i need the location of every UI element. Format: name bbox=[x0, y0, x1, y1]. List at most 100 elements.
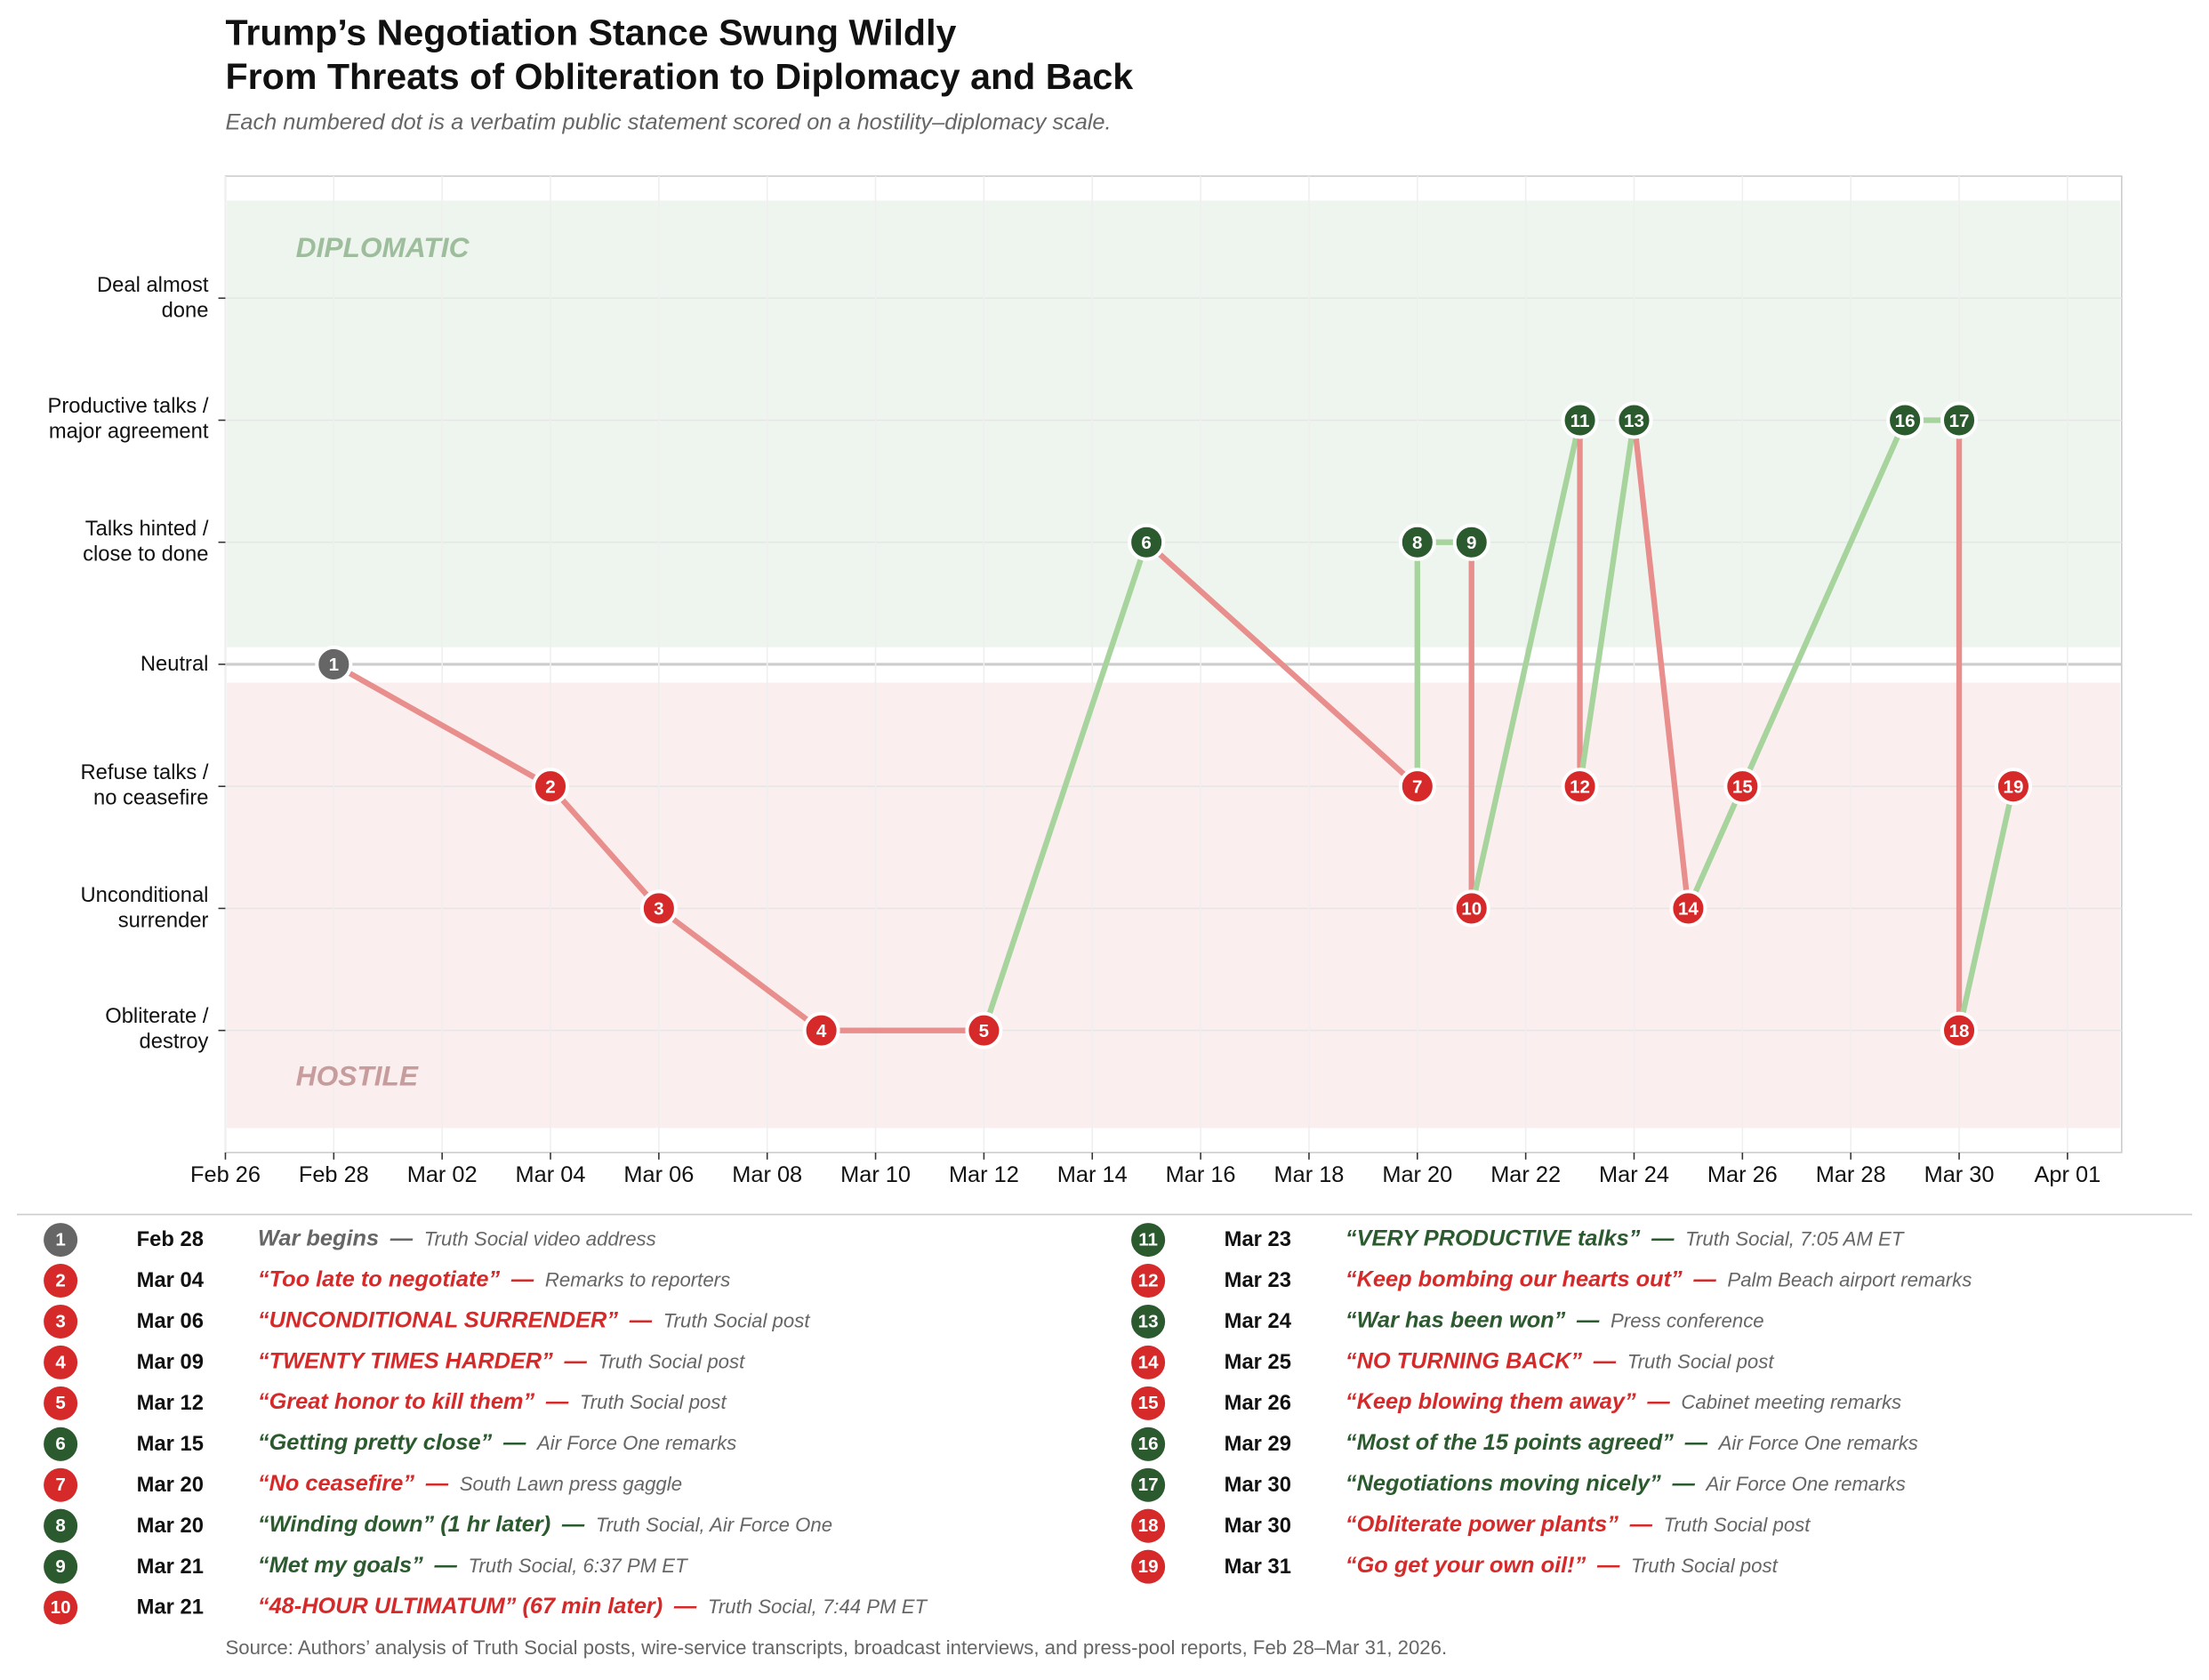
x-tick-label: Mar 10 bbox=[840, 1163, 911, 1188]
x-tick-label: Mar 26 bbox=[1707, 1163, 1778, 1188]
legend-dot: 17 bbox=[1131, 1467, 1166, 1502]
legend-quote: “Keep bombing our hearts out” bbox=[1345, 1267, 1683, 1292]
legend-date: Mar 20 bbox=[136, 1473, 204, 1498]
legend-dot: 2 bbox=[44, 1264, 78, 1298]
legend-dot: 15 bbox=[1131, 1386, 1166, 1420]
y-tick-label: Refuse talks / no ceasefire bbox=[80, 760, 209, 811]
legend-separator: — bbox=[1577, 1308, 1600, 1333]
legend-source: Palm Beach airport remarks bbox=[1727, 1267, 1972, 1291]
x-tick-label: Mar 12 bbox=[948, 1163, 1019, 1188]
legend-quote: “NO TURNING BACK” bbox=[1345, 1349, 1583, 1374]
line-segment bbox=[547, 784, 663, 912]
legend-dot: 5 bbox=[44, 1386, 78, 1420]
point-label: 8 bbox=[1412, 533, 1422, 553]
legend-source: Truth Social post bbox=[1663, 1513, 1811, 1536]
legend-statement: “Obliterate power plants” — Truth Social p… bbox=[1345, 1513, 1811, 1539]
point bbox=[1398, 768, 1436, 806]
legend-quote: “Most of the 15 points agreed” bbox=[1345, 1431, 1674, 1456]
y-tick-label: Talks hinted / close to done bbox=[83, 517, 209, 567]
point bbox=[1452, 523, 1490, 561]
point bbox=[1669, 889, 1707, 928]
x-tick-label: Mar 24 bbox=[1599, 1163, 1669, 1188]
legend-quote: “Met my goals” bbox=[257, 1554, 423, 1579]
legend-source: Truth Social, 6:37 PM ET bbox=[468, 1554, 687, 1577]
segments bbox=[331, 417, 2017, 1033]
legend-dot: 12 bbox=[1131, 1264, 1166, 1298]
legend-separator: — bbox=[1651, 1226, 1675, 1251]
y-tick-label: Unconditional surrender bbox=[80, 882, 209, 933]
line-segment bbox=[331, 661, 554, 790]
point-label: 17 bbox=[1949, 411, 1970, 431]
legend-date: Mar 26 bbox=[1224, 1391, 1291, 1416]
legend-quote: “Obliterate power plants” bbox=[1345, 1513, 1619, 1538]
legend-source: Remarks to reporters bbox=[544, 1267, 731, 1291]
legend-separator: — bbox=[1672, 1472, 1695, 1497]
x-tick-label: Feb 28 bbox=[298, 1163, 369, 1188]
legend-quote: “UNCONDITIONAL SURRENDER” bbox=[257, 1308, 619, 1333]
legend-source: Truth Social, Air Force One bbox=[595, 1513, 833, 1536]
point bbox=[1561, 401, 1599, 439]
point bbox=[1398, 523, 1436, 561]
legend-separator: — bbox=[1693, 1267, 1716, 1292]
legend-date: Feb 28 bbox=[136, 1227, 204, 1252]
legend-dot: 14 bbox=[1131, 1345, 1166, 1379]
point-label: 14 bbox=[1678, 899, 1699, 920]
band bbox=[227, 200, 2121, 647]
point bbox=[1561, 768, 1599, 806]
bands bbox=[227, 200, 2121, 1129]
legend-date: Mar 24 bbox=[1224, 1309, 1291, 1334]
legend-dot: 10 bbox=[44, 1590, 78, 1625]
line-segment bbox=[1685, 784, 1746, 912]
point-label: 4 bbox=[816, 1021, 827, 1041]
legend-date: Mar 12 bbox=[136, 1391, 204, 1416]
legend-statement: “UNCONDITIONAL SURRENDER” — Truth Social p… bbox=[258, 1309, 810, 1335]
legend-date: Mar 23 bbox=[1224, 1227, 1291, 1252]
legend-statement: “Go get your own oil!” — Truth Social post bbox=[1345, 1554, 1778, 1580]
legend-separator: — bbox=[434, 1554, 457, 1579]
legend-date: Mar 23 bbox=[1224, 1268, 1291, 1293]
source-note: Source: Authors’ analysis of Truth Socia… bbox=[225, 1636, 1448, 1659]
legend-source: Cabinet meeting remarks bbox=[1681, 1390, 1902, 1413]
x-tick-label: Mar 04 bbox=[515, 1163, 586, 1188]
band-label: DIPLOMATIC bbox=[295, 233, 470, 265]
y-tick-label: Obliterate / destroy bbox=[105, 1005, 209, 1055]
legend-dot: 7 bbox=[44, 1467, 78, 1502]
legend-date: Mar 09 bbox=[136, 1350, 204, 1375]
point-label: 7 bbox=[1412, 776, 1422, 797]
x-tick-label: Mar 08 bbox=[732, 1163, 803, 1188]
legend-separator: — bbox=[1596, 1554, 1620, 1579]
legend-date: Mar 21 bbox=[136, 1555, 204, 1580]
point-label: 12 bbox=[1570, 776, 1590, 797]
legend-quote: “Getting pretty close” bbox=[257, 1431, 493, 1456]
legend-date: Mar 04 bbox=[136, 1268, 204, 1293]
point-label: 2 bbox=[545, 776, 555, 797]
legend-statement: War begins — Truth Social video address bbox=[258, 1227, 656, 1253]
point bbox=[1886, 401, 1924, 439]
legend-quote: “Winding down” (1 hr later) bbox=[257, 1513, 551, 1538]
legend-statement: “VERY PRODUCTIVE talks” — Truth Social, 7:… bbox=[1345, 1227, 1903, 1253]
point-label: 3 bbox=[654, 899, 663, 920]
legend-source: Truth Social post bbox=[598, 1349, 745, 1373]
legend-source: Truth Social post bbox=[1630, 1554, 1778, 1577]
line-segment bbox=[1577, 417, 1637, 790]
legend-dot: 4 bbox=[44, 1345, 78, 1379]
legend-source: Truth Social, 7:05 AM ET bbox=[1685, 1226, 1904, 1250]
y-tick-label: Productive talks / major agreement bbox=[47, 394, 209, 445]
point-label: 1 bbox=[329, 655, 339, 675]
legend-quote: “Go get your own oil!” bbox=[1345, 1554, 1586, 1579]
legend-date: Mar 20 bbox=[136, 1514, 204, 1539]
x-tick-label: Mar 30 bbox=[1924, 1163, 1995, 1188]
point bbox=[1994, 768, 2032, 806]
point bbox=[965, 1011, 1003, 1049]
band bbox=[227, 682, 2121, 1129]
legend-separator: — bbox=[1593, 1349, 1617, 1374]
x-tick-label: Mar 14 bbox=[1056, 1163, 1128, 1188]
legend-dot: 8 bbox=[44, 1508, 78, 1543]
legend-quote: “Negotiations moving nicely” bbox=[1345, 1472, 1661, 1497]
line-segment bbox=[1739, 417, 1908, 790]
legend-statement: “No ceasefire” — South Lawn press gaggle bbox=[258, 1472, 682, 1498]
legend-date: Mar 29 bbox=[1224, 1432, 1291, 1457]
legend-statement: “Most of the 15 points agreed” — Air Force… bbox=[1345, 1432, 1918, 1458]
